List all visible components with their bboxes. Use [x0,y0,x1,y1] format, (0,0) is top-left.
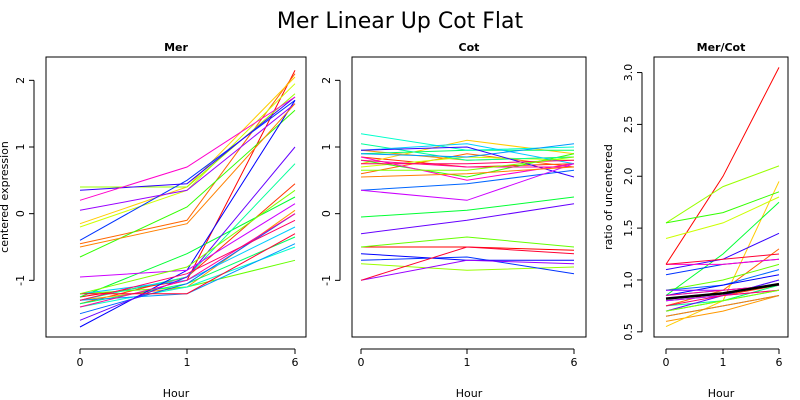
series-line [665,282,780,300]
series-line [665,191,780,224]
x-tick-label: 1 [720,356,727,369]
series-group [360,133,575,281]
series-line [79,219,296,301]
series-line [360,246,575,281]
figure-title: Mer Linear Up Cot Flat [277,9,524,34]
series-line [360,163,575,201]
y-tick-label: 2.5 [622,116,635,134]
series-line [665,67,780,265]
series-line [360,263,575,271]
series-line [360,259,575,281]
series-line [79,213,296,315]
series-line [665,289,780,307]
series-line [79,189,296,295]
x-tick-label: 6 [292,356,299,369]
x-tick-label: 1 [184,356,191,369]
x-axis-label: Hour [708,387,735,400]
series-line [79,109,296,258]
series-line [665,263,780,291]
plot-frame [45,56,307,338]
x-tick-label: 6 [776,356,783,369]
y-tick-label: 1 [320,144,333,151]
series-line [79,146,296,321]
y-tick-label: 2 [14,77,27,84]
series-line [79,103,296,248]
y-tick-label: -1 [320,275,333,286]
panels: Mer 0 1 6 Hour -1 0 1 2 centered expression Cot 0 1 6… [0,41,789,400]
series-line [79,96,296,201]
y-tick-label: 2 [320,77,333,84]
series-line [79,73,296,245]
x-tick-label: 0 [77,356,84,369]
series-line [665,196,780,239]
series-line [361,156,575,171]
series-group [79,70,296,328]
y-tick-label: 0 [320,210,333,217]
series-line [360,159,574,168]
x-axis-label: Hour [456,387,483,400]
series-line [360,139,575,165]
plot-frame [653,56,789,338]
series-line [360,166,575,178]
series-line [360,196,575,218]
series-line [665,253,780,265]
y-tick-label: 1.5 [622,219,635,237]
series-line [360,203,575,235]
series-line [665,295,780,317]
y-tick-label: 0.5 [622,323,635,341]
x-tick-label: 0 [358,356,365,369]
y-tick-label: 1 [14,144,27,151]
series-line [79,203,296,278]
panel-0: Mer 0 1 6 Hour -1 0 1 2 centered expression [0,41,307,400]
series-line [360,153,575,175]
series-line [360,149,575,161]
series-line [79,99,296,241]
series-line [79,213,296,308]
x-axis-label: Hour [163,387,190,400]
series-line [665,289,780,312]
series-line [666,258,780,265]
series-line [360,169,575,191]
series-line [665,201,780,296]
series-line [360,236,575,248]
y-tick-label: 2.0 [622,168,635,186]
series-group [665,67,780,328]
x-tick-label: 6 [571,356,578,369]
series-line [79,96,296,191]
panel-title: Mer/Cot [697,41,746,54]
series-line [80,93,296,188]
series-line [360,143,575,158]
y-tick-label: 0 [14,210,27,217]
series-line [79,103,296,211]
y-axis-label: centered expression [0,141,11,253]
panel-title: Cot [459,41,480,54]
panel-1: Cot 0 1 6 Hour -1 0 1 2 [320,41,587,400]
y-axis-label: ratio of uncentered [602,144,615,250]
x-tick-label: 0 [663,356,670,369]
panel-title: Mer [164,41,188,54]
series-line [665,274,780,296]
x-tick-label: 1 [464,356,471,369]
y-tick-label: 1.0 [622,271,635,289]
series-line [360,256,575,275]
y-tick-label: 3.0 [622,64,635,82]
series-line [665,165,780,224]
series-line [79,83,296,228]
series-line [80,233,296,295]
panel-2: Mer/Cot 0 1 6 Hour 0.5 1.0 1.5 2.0 2.5 3.0 ratio of… [602,41,789,400]
y-tick-label: -1 [14,275,27,286]
series-line [360,143,575,165]
plot-frame [351,56,587,338]
